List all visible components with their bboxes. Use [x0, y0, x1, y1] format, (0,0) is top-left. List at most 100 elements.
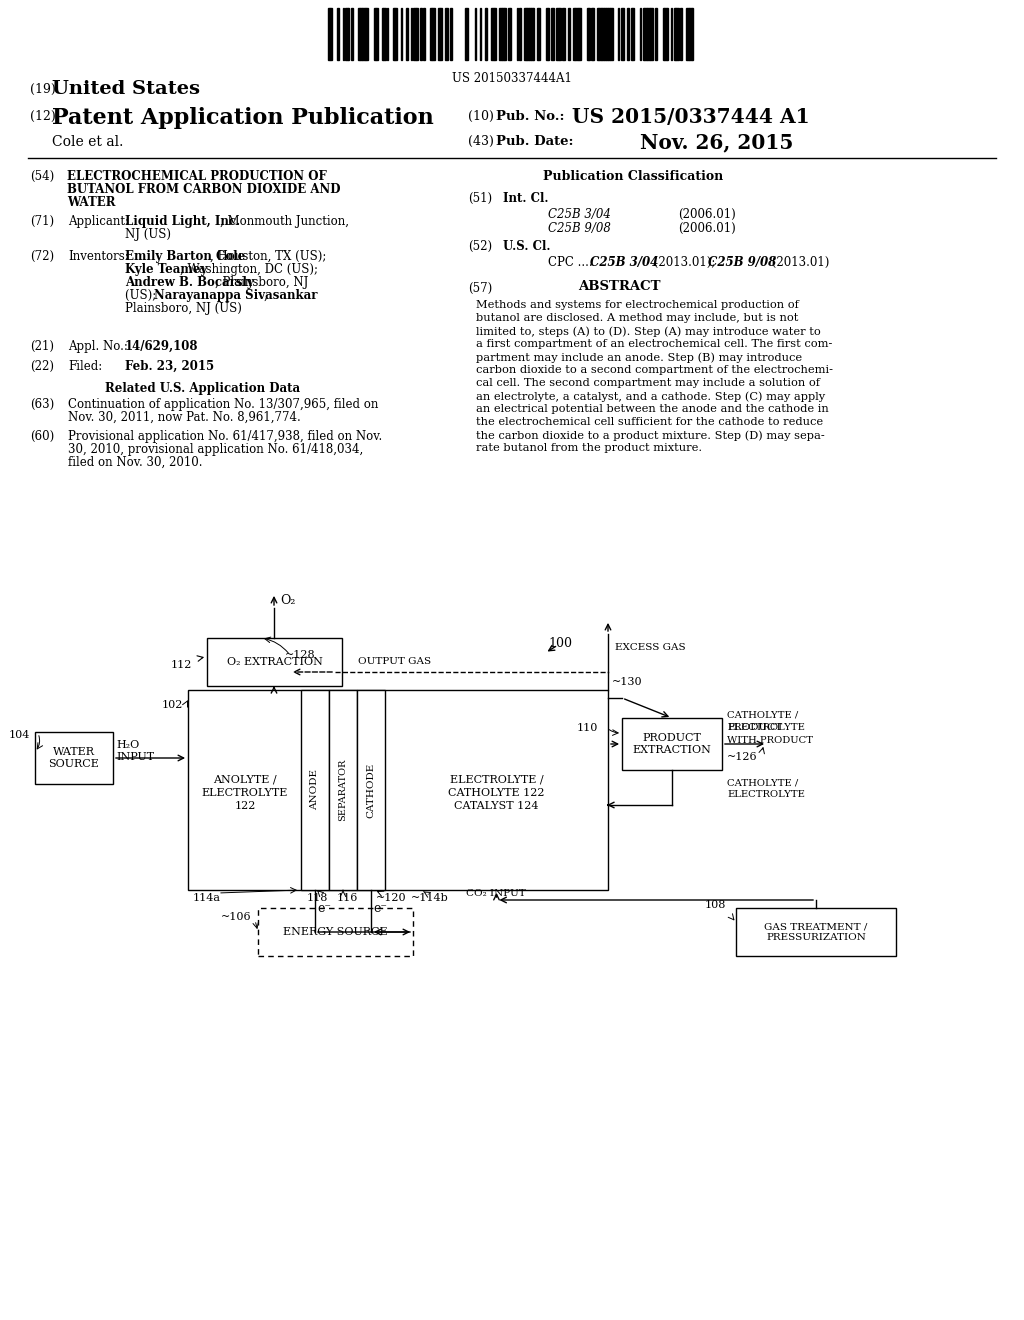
Bar	[330, 8, 332, 59]
Bar	[655, 8, 657, 59]
Text: rate butanol from the product mixture.: rate butanol from the product mixture.	[476, 444, 702, 453]
Text: (51): (51)	[468, 191, 493, 205]
Bar	[360, 8, 362, 59]
Text: ANOLYTE /: ANOLYTE /	[213, 775, 276, 785]
Bar	[559, 8, 561, 59]
Text: 102: 102	[162, 700, 183, 710]
Text: Publication Classification: Publication Classification	[543, 170, 723, 183]
Text: Provisional application No. 61/417,938, filed on Nov.: Provisional application No. 61/417,938, …	[68, 430, 382, 444]
Text: O₂ EXTRACTION: O₂ EXTRACTION	[226, 657, 323, 667]
Text: WITH PRODUCT: WITH PRODUCT	[727, 737, 813, 744]
Bar	[519, 8, 521, 59]
Bar	[680, 8, 682, 59]
Bar	[450, 8, 452, 59]
Text: butanol are disclosed. A method may include, but is not: butanol are disclosed. A method may incl…	[476, 313, 799, 323]
Bar	[395, 8, 397, 59]
Text: Pub. Date:: Pub. Date:	[496, 135, 573, 148]
Bar	[207, 638, 342, 686]
Bar	[575, 8, 578, 59]
Bar	[524, 8, 526, 59]
Text: ELECTROLYTE /: ELECTROLYTE /	[450, 775, 544, 785]
Text: e⁻: e⁻	[373, 902, 387, 915]
Text: Nov. 30, 2011, now Pat. No. 8,961,774.: Nov. 30, 2011, now Pat. No. 8,961,774.	[68, 411, 301, 424]
Bar	[650, 8, 653, 59]
Text: CATHOLYTE 122: CATHOLYTE 122	[449, 788, 545, 799]
Text: ~114b: ~114b	[411, 894, 449, 903]
Text: (43): (43)	[468, 135, 494, 148]
Bar	[610, 8, 613, 59]
Text: the carbon dioxide to a product mixture. Step (D) may sepa-: the carbon dioxide to a product mixture.…	[476, 430, 824, 441]
Text: Appl. No.:: Appl. No.:	[68, 341, 128, 352]
Text: ELECTROLYTE: ELECTROLYTE	[727, 723, 805, 733]
Text: (60): (60)	[30, 430, 54, 444]
Text: GAS TREATMENT /
PRESSURIZATION: GAS TREATMENT / PRESSURIZATION	[764, 923, 867, 941]
Text: Patent Application Publication: Patent Application Publication	[52, 107, 434, 129]
Bar	[622, 718, 722, 770]
Bar	[573, 8, 575, 59]
Text: H₂O: H₂O	[116, 741, 139, 750]
Text: Related U.S. Application Data: Related U.S. Application Data	[105, 381, 300, 395]
Text: 14/629,108: 14/629,108	[125, 341, 199, 352]
Text: a first compartment of an electrochemical cell. The first com-: a first compartment of an electrochemica…	[476, 339, 833, 348]
Bar	[358, 8, 360, 59]
Bar	[445, 8, 449, 59]
Text: e⁻: e⁻	[317, 902, 331, 915]
Text: Feb. 23, 2015: Feb. 23, 2015	[125, 360, 214, 374]
Text: 114a: 114a	[193, 894, 221, 903]
Text: Applicant:: Applicant:	[68, 215, 129, 228]
Bar	[531, 8, 534, 59]
Bar	[689, 8, 692, 59]
Text: Kyle Teamey: Kyle Teamey	[125, 263, 207, 276]
Bar	[413, 8, 416, 59]
Text: ~106: ~106	[221, 912, 252, 921]
Text: Narayanappa Sivasankar: Narayanappa Sivasankar	[154, 289, 317, 302]
Bar	[416, 8, 418, 59]
Bar	[351, 8, 353, 59]
Bar	[432, 8, 435, 59]
Bar	[383, 8, 386, 59]
Text: Filed:: Filed:	[68, 360, 102, 374]
Bar	[606, 8, 608, 59]
Text: partment may include an anode. Step (B) may introduce: partment may include an anode. Step (B) …	[476, 352, 802, 363]
Text: NJ (US): NJ (US)	[125, 228, 171, 242]
Text: (2006.01): (2006.01)	[678, 222, 736, 235]
Bar	[556, 8, 559, 59]
Text: CPC ....: CPC ....	[548, 256, 600, 269]
Text: CATALYST 124: CATALYST 124	[455, 801, 539, 810]
Bar	[490, 8, 494, 59]
Bar	[608, 8, 610, 59]
Bar	[664, 8, 667, 59]
Bar	[546, 8, 548, 59]
Bar	[502, 8, 504, 59]
Text: WATER: WATER	[67, 195, 116, 209]
Text: CO₂ INPUT: CO₂ INPUT	[467, 888, 526, 898]
Text: (2013.01): (2013.01)	[768, 256, 829, 269]
Text: Cole et al.: Cole et al.	[52, 135, 123, 149]
Text: ANODE: ANODE	[310, 770, 319, 810]
Text: (19): (19)	[30, 83, 55, 96]
Text: Nov. 26, 2015: Nov. 26, 2015	[640, 132, 794, 152]
Bar	[621, 8, 624, 59]
Text: Inventors:: Inventors:	[68, 249, 129, 263]
Text: Methods and systems for electrochemical production of: Methods and systems for electrochemical …	[476, 300, 799, 310]
Text: (72): (72)	[30, 249, 54, 263]
Bar	[538, 8, 540, 59]
Text: the electrochemical cell sufficient for the cathode to reduce: the electrochemical cell sufficient for …	[476, 417, 823, 426]
Text: an electrolyte, a catalyst, and a cathode. Step (C) may apply: an electrolyte, a catalyst, and a cathod…	[476, 391, 825, 401]
Text: an electrical potential between the anode and the cathode in: an electrical potential between the anod…	[476, 404, 828, 414]
Text: (52): (52)	[468, 240, 493, 253]
Bar	[736, 908, 896, 956]
Text: limited to, steps (A) to (D). Step (A) may introduce water to: limited to, steps (A) to (D). Step (A) m…	[476, 326, 821, 337]
Text: ~126: ~126	[727, 752, 758, 762]
Bar	[374, 8, 376, 59]
Bar	[430, 8, 432, 59]
Text: SEPARATOR: SEPARATOR	[339, 759, 347, 821]
Text: (10): (10)	[468, 110, 494, 123]
Text: (54): (54)	[30, 170, 54, 183]
Text: Continuation of application No. 13/307,965, filed on: Continuation of application No. 13/307,9…	[68, 399, 379, 411]
Bar	[258, 908, 413, 956]
Text: U.S. Cl.: U.S. Cl.	[503, 240, 551, 253]
Text: 118: 118	[307, 894, 329, 903]
Text: 122: 122	[234, 801, 256, 810]
Text: 104: 104	[8, 730, 30, 741]
